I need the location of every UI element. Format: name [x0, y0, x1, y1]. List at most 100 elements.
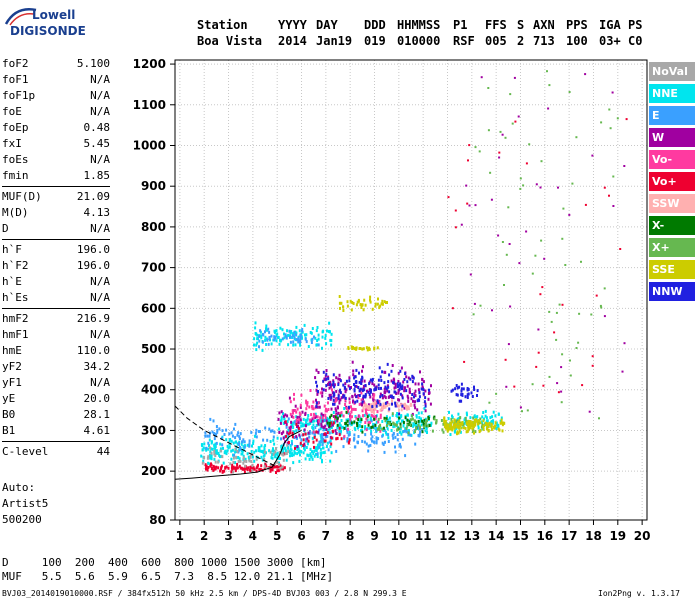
- echo-point-nne: [448, 410, 450, 414]
- echo-point-w: [623, 342, 626, 345]
- echo-point-sse: [451, 420, 454, 424]
- echo-point-nne: [326, 441, 329, 445]
- echo-point-nne: [251, 444, 253, 448]
- echo-point-nne: [392, 425, 395, 429]
- echo-point-vo-: [213, 465, 216, 469]
- header-row1-col-7: S: [517, 18, 525, 32]
- echo-point-w: [491, 309, 493, 312]
- echo-point-ssw: [362, 406, 365, 410]
- echo-point-nne: [287, 343, 290, 347]
- echo-point-vo-: [373, 393, 376, 397]
- echo-point-nne: [363, 414, 366, 417]
- echo-point-w: [331, 391, 334, 395]
- echo-point-vo-: [467, 159, 469, 162]
- echo-point-e: [204, 434, 207, 438]
- echo-point-nne: [495, 427, 498, 430]
- echo-point-nnw: [368, 392, 371, 396]
- echo-point-x-: [616, 117, 619, 120]
- header-row1-col-11: PS: [628, 18, 643, 32]
- param-value: 21.09: [76, 190, 110, 203]
- echo-point-vo-: [365, 428, 368, 432]
- echo-point-nnw: [325, 384, 328, 388]
- echo-point-vo-: [246, 468, 249, 471]
- echo-point-nne: [275, 329, 278, 333]
- echo-point-vo-: [348, 440, 351, 444]
- echo-point-sse: [374, 304, 377, 308]
- echo-point-nne: [259, 449, 262, 453]
- echo-point-w: [400, 366, 403, 370]
- echo-point-e: [392, 431, 395, 435]
- echo-point-vo-: [306, 401, 309, 405]
- echo-point-vo-: [220, 467, 223, 471]
- echo-point-nne: [384, 430, 387, 434]
- echo-point-ssw: [406, 407, 408, 411]
- echo-point-vo-: [447, 196, 450, 199]
- echo-point-nne: [418, 416, 421, 420]
- legend-item-e: E: [649, 106, 695, 125]
- echo-point-e: [381, 434, 384, 438]
- echo-point-w: [325, 428, 328, 431]
- echo-point-e: [417, 425, 420, 429]
- echo-point-nne: [423, 407, 426, 410]
- echo-point-nne: [260, 455, 263, 459]
- echo-point-nne: [399, 427, 402, 431]
- echo-point-nnw: [359, 387, 362, 391]
- echo-point-nne: [330, 426, 333, 429]
- echo-point-x-: [424, 423, 427, 427]
- echo-point-w: [296, 425, 298, 428]
- echo-point-nne: [424, 425, 427, 429]
- echo-point-w: [611, 91, 614, 94]
- param-value: N/A: [90, 89, 110, 102]
- echo-point-vo-: [313, 435, 316, 439]
- echo-point-vo-: [379, 429, 382, 433]
- echo-point-w: [332, 379, 335, 383]
- echo-point-nne: [324, 334, 327, 337]
- echo-point-noval: [242, 456, 245, 460]
- echo-point-e: [346, 439, 349, 443]
- echo-point-vo-: [340, 411, 343, 415]
- echo-point-e: [356, 441, 359, 445]
- echo-point-e: [234, 436, 237, 440]
- echo-point-w: [333, 383, 336, 387]
- echo-point-nne: [366, 418, 369, 422]
- echo-point-sse: [340, 301, 343, 305]
- echo-point-w: [424, 389, 427, 393]
- echo-point-nne: [252, 442, 255, 445]
- echo-point-w: [294, 404, 297, 408]
- echo-point-vo-: [243, 470, 246, 474]
- echo-point-nne: [491, 415, 494, 419]
- y-tick-label: 700: [141, 261, 166, 275]
- echo-point-ssw: [407, 405, 410, 409]
- echo-point-nne: [222, 446, 224, 450]
- echo-point-w: [424, 402, 427, 406]
- echo-point-nne: [201, 444, 204, 448]
- echo-point-nne: [277, 336, 280, 339]
- echo-point-nnw: [330, 396, 333, 400]
- echo-point-vo-: [311, 406, 314, 410]
- echo-point-nne: [352, 421, 355, 425]
- echo-point-w: [621, 370, 624, 373]
- x-tick-label: 19: [609, 529, 626, 543]
- echo-point-nne: [225, 452, 228, 456]
- echo-point-nne: [282, 412, 284, 416]
- echo-point-nnw: [377, 383, 380, 387]
- echo-point-nne: [313, 454, 316, 458]
- echo-point-noval: [249, 454, 252, 458]
- echo-point-nnw: [473, 385, 475, 389]
- echo-point-noval: [220, 449, 223, 453]
- echo-point-ssw: [398, 408, 400, 412]
- echo-point-w: [313, 416, 316, 419]
- echo-point-e: [213, 432, 216, 435]
- echo-point-x-: [427, 415, 430, 419]
- echo-point-w: [318, 405, 321, 409]
- echo-point-w: [383, 390, 386, 394]
- echo-point-noval: [251, 464, 254, 468]
- echo-point-nne: [399, 430, 401, 434]
- echo-point-nne: [420, 423, 423, 427]
- echo-point-sse: [493, 426, 496, 430]
- echo-point-vo-: [466, 202, 469, 205]
- echo-point-nnw: [358, 389, 361, 393]
- echo-point-nne: [293, 450, 296, 453]
- echo-point-vo-: [302, 433, 305, 437]
- echo-point-nne: [296, 452, 299, 456]
